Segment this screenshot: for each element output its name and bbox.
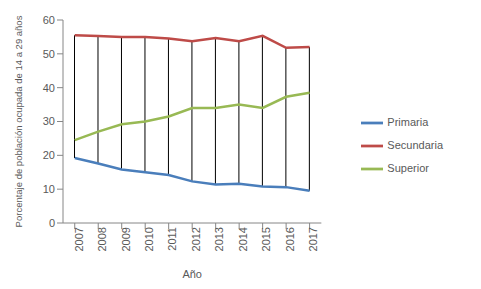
html-text:Superior: Superior [387,162,429,174]
svg-text:2009: 2009 [120,227,132,251]
svg-text:2010: 2010 [143,227,155,251]
svg-text:Año: Año [182,268,202,280]
svg-text:2014: 2014 [237,227,249,251]
svg-text:0: 0 [49,217,55,229]
svg-text:2012: 2012 [190,227,202,251]
svg-text:2007: 2007 [73,227,85,251]
svg-text:2016: 2016 [284,227,296,251]
svg-text:2015: 2015 [260,227,272,251]
svg-text:50: 50 [43,48,55,60]
svg-text:Porcentaje de población ocupad: Porcentaje de población ocupada de 14 a … [13,15,24,227]
svg-text:2013: 2013 [213,227,225,251]
svg-text:2011: 2011 [166,227,178,251]
svg-text:60: 60 [43,14,55,26]
svg-text:10: 10 [43,183,55,195]
svg-text:20: 20 [43,149,55,161]
svg-text:40: 40 [43,82,55,94]
svg-text:30: 30 [43,115,55,127]
html-text:Secundaria: Secundaria [387,139,443,151]
svg-text:2008: 2008 [96,227,108,251]
svg-text:2017: 2017 [307,227,319,251]
html-text:Primaria: Primaria [387,115,429,128]
